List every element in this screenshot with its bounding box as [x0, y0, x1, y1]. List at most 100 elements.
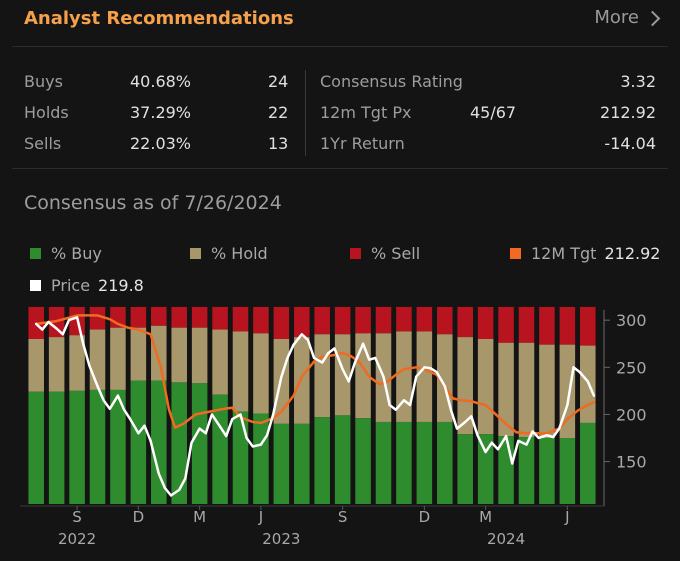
legend-hold: % Hold: [190, 244, 268, 263]
bar-hold: [28, 339, 44, 392]
bar-buy: [518, 437, 535, 504]
legend-hold-label: % Hold: [211, 244, 268, 263]
legend-price: Price 219.8: [30, 276, 144, 295]
x-tick-label: J: [564, 508, 569, 526]
bar-buy: [89, 389, 106, 504]
bar-sell: [498, 306, 514, 343]
bar-buy: [273, 423, 290, 504]
stats-divider: [305, 70, 306, 156]
bar-buy: [48, 391, 65, 504]
bar-hold: [151, 325, 167, 381]
x-tick-label: S: [338, 508, 348, 526]
bar-hold: [253, 333, 269, 414]
sells-label: Sells: [24, 134, 62, 153]
legend-buy: % Buy: [30, 244, 102, 263]
bar-buy: [437, 421, 453, 504]
buys-pct: 40.68%: [130, 72, 192, 91]
bar-buy: [355, 418, 371, 504]
bar-hold: [518, 342, 535, 438]
x-tick-label: S: [72, 508, 82, 526]
bar-buy: [294, 423, 310, 504]
target-ratio: 45/67: [470, 103, 517, 122]
stats-panel: Buys 40.68% 24 Holds 37.29% 22 Sells 22.…: [0, 70, 680, 160]
x-tick-label: J: [258, 508, 263, 526]
x-year-label: 2023: [262, 530, 300, 548]
bar-hold: [110, 327, 126, 390]
bar-hold: [457, 337, 473, 435]
target-value: 212.92: [600, 103, 656, 122]
legend-buy-label: % Buy: [51, 244, 102, 263]
bar-hold: [212, 329, 228, 395]
header: Analyst Recommendations More: [0, 0, 680, 46]
bar-sell: [518, 306, 535, 343]
bar-sell: [355, 306, 371, 334]
bar-sell: [151, 306, 167, 326]
legend-price-swatch: [30, 280, 41, 291]
bar-buy: [69, 390, 85, 504]
return-value: -14.04: [604, 134, 656, 153]
legend-hold-swatch: [190, 248, 201, 259]
consensus-value: 3.32: [620, 72, 656, 91]
bar-sell: [334, 306, 351, 335]
holds-count: 22: [268, 103, 289, 122]
legend-tgt-swatch: [510, 248, 521, 259]
bar-sell: [294, 306, 310, 338]
bar-sell: [396, 306, 412, 332]
y-tick-label: 250: [616, 358, 647, 377]
bar-sell: [130, 306, 147, 328]
bar-hold: [232, 331, 249, 412]
bar-sell: [253, 306, 269, 334]
bar-buy: [191, 383, 208, 504]
y-tick-label: 200: [616, 405, 647, 424]
consensus-title: Consensus as of 7/26/2024: [24, 192, 282, 214]
bar-buy: [396, 421, 412, 504]
bar-buy: [539, 438, 555, 504]
bar-hold: [334, 334, 351, 416]
legend-price-value: 219.8: [98, 276, 144, 295]
bar-sell: [539, 306, 555, 345]
more-label: More: [594, 7, 639, 28]
legend-tgt: 12M Tgt 212.92: [510, 244, 660, 263]
bar-buy: [253, 413, 269, 504]
bar-sell: [457, 306, 473, 338]
section-title: Analyst Recommendations: [24, 8, 294, 29]
holds-label: Holds: [24, 103, 69, 122]
legend-tgt-label: 12M Tgt: [531, 244, 597, 263]
legend-sell-label: % Sell: [371, 244, 421, 263]
bar-buy: [232, 411, 249, 504]
x-tick-label: D: [133, 508, 145, 526]
bar-buy: [28, 391, 44, 504]
bar-sell: [580, 306, 596, 346]
bar-hold: [130, 327, 147, 381]
bar-sell: [314, 306, 330, 335]
price-line: [34, 316, 596, 497]
bar-sell: [191, 306, 208, 328]
legend-sell: % Sell: [350, 244, 420, 263]
bar-hold: [539, 344, 555, 438]
bar-sell: [559, 306, 576, 345]
more-button[interactable]: More: [594, 7, 661, 28]
bar-hold: [416, 331, 433, 422]
bar-hold: [396, 331, 412, 422]
bar-sell: [375, 306, 392, 334]
bar-buy: [416, 421, 433, 504]
bar-sell: [477, 306, 494, 339]
bar-hold: [294, 337, 310, 424]
bar-hold: [191, 327, 208, 384]
holds-pct: 37.29%: [130, 103, 192, 122]
bar-buy: [151, 380, 167, 504]
bar-hold: [498, 342, 514, 437]
bar-buy: [580, 422, 596, 504]
y-tick-label: 150: [616, 453, 647, 472]
bar-buy: [110, 389, 126, 504]
sells-count: 13: [268, 134, 289, 153]
bar-sell: [416, 306, 433, 332]
bar-sell: [437, 306, 453, 335]
buys-label: Buys: [24, 72, 63, 91]
consensus-label: Consensus Rating: [320, 72, 463, 91]
bar-sell: [273, 306, 290, 339]
bar-buy: [314, 417, 330, 504]
bar-hold: [89, 329, 106, 390]
sells-pct: 22.03%: [130, 134, 192, 153]
